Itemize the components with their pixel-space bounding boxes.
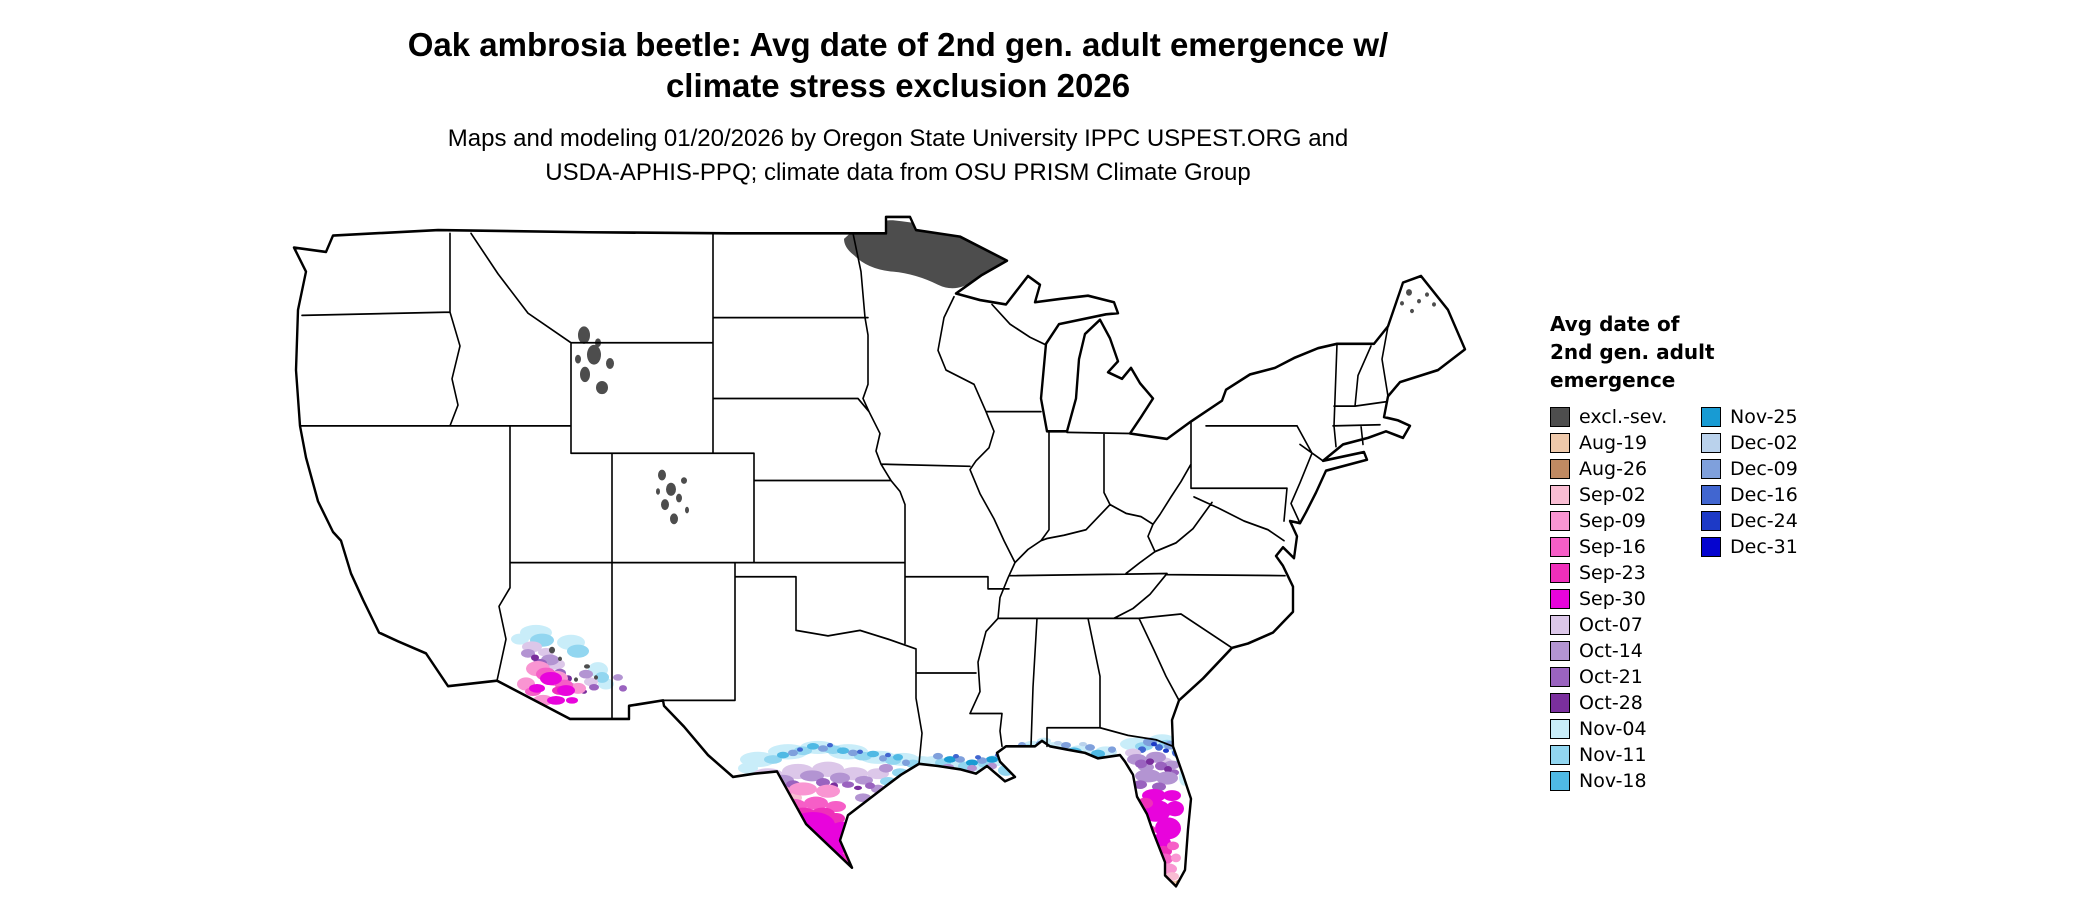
legend-item-sep-16: Sep-16 [1550, 534, 1667, 560]
legend-column-2: Nov-25 Dec-02 Dec-09 Dec-16 Dec-24 Dec-31 [1701, 404, 1798, 560]
legend-item-nov-11: Nov-11 [1550, 742, 1667, 768]
legend-item-excl.-sev.: excl.-sev. [1550, 404, 1667, 430]
legend-swatch [1701, 511, 1721, 531]
legend-swatch [1701, 407, 1721, 427]
legend-swatch [1550, 615, 1570, 635]
legend-item-sep-30: Sep-30 [1550, 586, 1667, 612]
us-map [288, 206, 1528, 906]
legend-swatch [1701, 485, 1721, 505]
legend-item-sep-23: Sep-23 [1550, 560, 1667, 586]
legend-label: Dec-16 [1730, 484, 1798, 506]
legend-label: Dec-24 [1730, 510, 1798, 532]
legend-item-dec-16: Dec-16 [1701, 482, 1798, 508]
legend-swatch [1550, 719, 1570, 739]
legend-item-nov-25: Nov-25 [1701, 404, 1798, 430]
page-title-line1: Oak ambrosia beetle: Avg date of 2nd gen… [407, 26, 1389, 63]
legend-item-oct-14: Oct-14 [1550, 638, 1667, 664]
legend-label: Oct-28 [1579, 692, 1643, 714]
legend-item-dec-02: Dec-02 [1701, 430, 1798, 456]
legend-title: Avg date of 2nd gen. adult emergence [1550, 310, 1715, 394]
legend-label: Sep-02 [1579, 484, 1646, 506]
legend-title-line2: 2nd gen. adult [1550, 340, 1715, 364]
legend-title-line3: emergence [1550, 368, 1676, 392]
legend-item-oct-21: Oct-21 [1550, 664, 1667, 690]
legend-label: Dec-02 [1730, 432, 1798, 454]
legend-label: Oct-21 [1579, 666, 1643, 688]
state-borders [299, 232, 1389, 765]
legend-swatch [1550, 667, 1570, 687]
legend-label: Sep-16 [1579, 536, 1646, 558]
legend-item-dec-31: Dec-31 [1701, 534, 1798, 560]
legend-swatch [1701, 433, 1721, 453]
legend-item-dec-09: Dec-09 [1701, 456, 1798, 482]
legend-swatch [1550, 511, 1570, 531]
legend-label: Aug-19 [1579, 432, 1648, 454]
legend-label: Nov-25 [1730, 406, 1798, 428]
legend-item-sep-02: Sep-02 [1550, 482, 1667, 508]
legend-label: Nov-11 [1579, 744, 1647, 766]
legend-swatch [1550, 459, 1570, 479]
legend-item-nov-18: Nov-18 [1550, 768, 1667, 794]
legend-swatch [1550, 589, 1570, 609]
legend-item-oct-28: Oct-28 [1550, 690, 1667, 716]
legend-label: Oct-14 [1579, 640, 1643, 662]
legend-swatch [1550, 641, 1570, 661]
legend-item-aug-26: Aug-26 [1550, 456, 1667, 482]
legend-swatch [1550, 537, 1570, 557]
legend-label: Sep-09 [1579, 510, 1646, 532]
legend-swatch [1550, 433, 1570, 453]
minnesota-excl-region [844, 220, 1030, 289]
legend-column-1: excl.-sev. Aug-19 Aug-26 Sep-02 Sep-09 Sep-16… [1550, 404, 1667, 794]
page-title-line2: climate stress exclusion 2026 [665, 67, 1131, 104]
page-title: Oak ambrosia beetle: Avg date of 2nd gen… [0, 24, 1796, 106]
legend-label: Nov-04 [1579, 718, 1647, 740]
legend-item-nov-04: Nov-04 [1550, 716, 1667, 742]
legend-swatch [1550, 563, 1570, 583]
legend-label: Aug-26 [1579, 458, 1648, 480]
legend-item-dec-24: Dec-24 [1701, 508, 1798, 534]
page-subtitle-line1: Maps and modeling 01/20/2026 by Oregon S… [447, 125, 1349, 152]
legend-label: Dec-09 [1730, 458, 1798, 480]
legend-swatch [1701, 459, 1721, 479]
legend-item-aug-19: Aug-19 [1550, 430, 1667, 456]
legend-swatch [1701, 537, 1721, 557]
legend-swatch [1550, 745, 1570, 765]
mountain-excl-speckles [575, 289, 1436, 525]
legend-label: Dec-31 [1730, 536, 1798, 558]
page-subtitle: Maps and modeling 01/20/2026 by Oregon S… [0, 122, 1796, 190]
legend-swatch [1550, 693, 1570, 713]
arizona-emergence-region [511, 624, 627, 706]
legend-label: Sep-23 [1579, 562, 1646, 584]
legend-label: excl.-sev. [1579, 406, 1668, 428]
legend-title-line1: Avg date of [1550, 312, 1680, 336]
florida-emergence-region [1043, 734, 1189, 887]
us-map-svg [292, 215, 1467, 888]
legend-swatch [1550, 771, 1570, 791]
legend-swatch [1550, 485, 1570, 505]
legend-label: Nov-18 [1579, 770, 1647, 792]
legend-swatch [1550, 407, 1570, 427]
page-subtitle-line2: USDA-APHIS-PPQ; climate data from OSU PR… [545, 159, 1251, 186]
legend-label: Sep-30 [1579, 588, 1646, 610]
legend-label: Oct-07 [1579, 614, 1643, 636]
legend-item-oct-07: Oct-07 [1550, 612, 1667, 638]
legend-item-sep-09: Sep-09 [1550, 508, 1667, 534]
